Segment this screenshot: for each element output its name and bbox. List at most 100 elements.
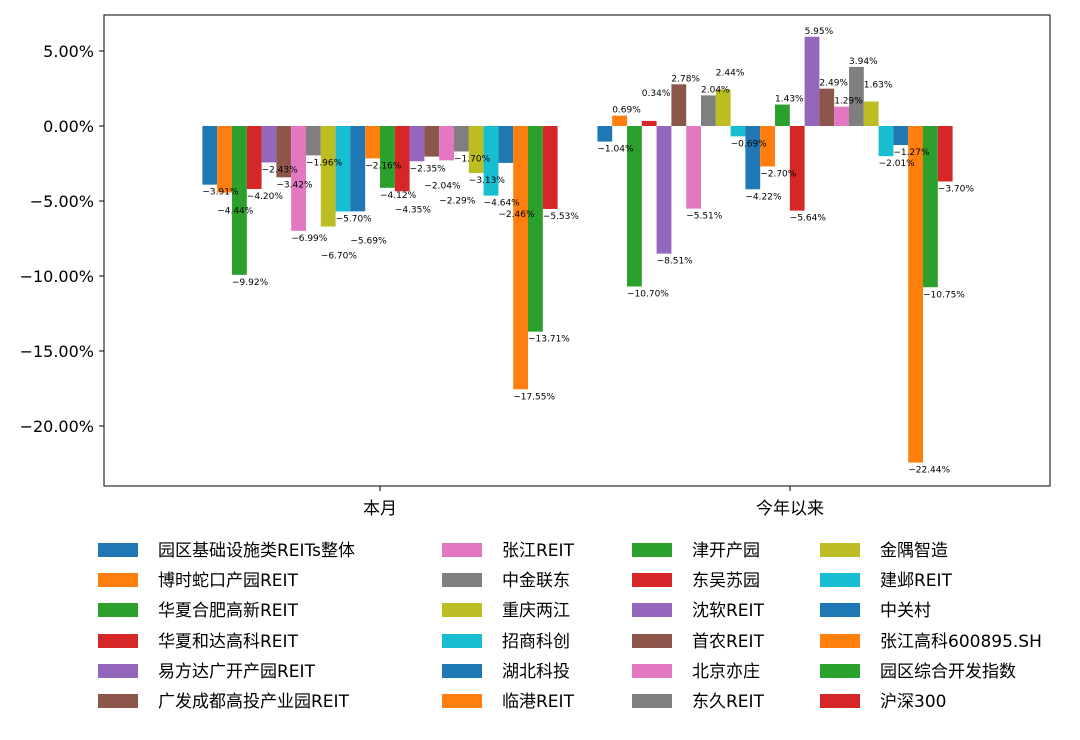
bar [671,84,687,126]
legend-swatch [98,573,138,587]
data-label: −4.35% [395,205,432,215]
y-tick-label: 5.00% [43,42,94,61]
legend-label: 湖北科投 [502,662,570,682]
data-label: 5.95% [805,27,834,37]
data-label: −4.12% [380,191,417,201]
bar [804,36,820,126]
data-label: −8.51% [657,257,694,267]
data-label: −2.43% [262,165,299,175]
bar [261,126,277,163]
data-label: 2.49% [819,79,848,89]
bar [365,126,380,159]
data-label: −2.29% [439,196,476,206]
y-tick-label: −5.00% [30,192,94,211]
data-label: −5.70% [336,215,373,225]
bar [528,126,543,332]
data-label: −3.13% [469,176,506,186]
bar [641,120,657,126]
bar [863,101,879,126]
data-labels-layer: −3.91% −1.04% −4.44% 0.69% −9.92% −10.70% −4.2… [202,27,974,476]
legend-swatch [820,543,860,557]
legend-label: 东吴苏园 [692,571,760,591]
legend-swatch [632,634,672,648]
legend-swatch [98,694,138,708]
bar [468,126,484,173]
legend-swatch [820,694,860,708]
legend-label: 园区基础设施类REITs整体 [158,541,355,561]
data-label: 0.34% [642,89,671,99]
data-label: −5.53% [543,212,580,222]
bar [760,126,775,167]
legend-label: 中关村 [880,601,931,621]
bar [775,104,790,126]
legend-label: 津开产园 [692,541,760,561]
bars-layer [202,36,953,463]
legend-label: 广发成都高投产业园REIT [158,692,350,712]
x-tick-label: 今年以来 [756,499,824,519]
x-tick-label: 本月 [363,499,397,519]
legend-swatch [820,664,860,678]
data-label: −10.75% [923,290,965,300]
bar [849,66,864,126]
bar [424,126,440,157]
bar [232,126,247,275]
bar [730,126,746,137]
bar [246,126,262,189]
legend-swatch [820,603,860,617]
legend-swatch [442,694,482,708]
bar [715,89,731,126]
data-label: −4.20% [247,192,284,202]
legend-label: 易方达广开产园REIT [158,662,316,682]
legend-swatch [632,603,672,617]
data-label: −3.91% [202,188,239,198]
data-label: −2.04% [424,182,461,192]
bar [498,126,514,163]
data-label: −1.27% [893,148,930,158]
legend-swatch [632,573,672,587]
y-tick-label: −10.00% [20,267,94,286]
bar [380,126,395,188]
legend-swatch [632,664,672,678]
bar [819,88,835,126]
data-label: −3.42% [276,180,313,190]
bar [923,126,938,288]
data-label: 3.94% [849,57,878,67]
data-label: −2.70% [760,170,797,180]
bar [745,126,761,190]
bar [513,126,528,390]
bar [335,126,351,212]
data-label: −4.44% [217,207,254,217]
legend-swatch [442,573,482,587]
data-label: −17.55% [513,392,555,402]
data-label: −2.35% [410,164,447,174]
data-label: −5.69% [350,236,387,246]
data-label: −2.01% [879,159,916,169]
legend-swatch [820,573,860,587]
legend-swatch [820,634,860,648]
bar [483,126,499,196]
bar [217,126,232,193]
data-label: −9.92% [232,278,269,288]
bar [439,126,454,161]
legend-label: 首农REIT [692,632,765,652]
bar [202,126,218,185]
data-label: 0.69% [612,106,641,116]
legend-label: 园区综合开发指数 [880,662,1016,682]
legend-swatch [98,603,138,617]
bar [394,126,410,192]
legend-label: 张江高科600895.SH [880,632,1042,652]
bar [627,126,642,287]
legend-label: 建邺REIT [880,571,953,591]
data-label: 2.04% [701,85,730,95]
data-label: −2.16% [365,161,402,171]
bar [542,126,558,209]
bar [701,95,716,126]
legend-label: 临港REIT [502,692,575,712]
legend-swatch [632,543,672,557]
bar [878,126,894,157]
data-label: −0.69% [731,139,768,149]
data-label: 2.44% [716,68,745,78]
data-label: −6.99% [291,234,328,244]
plot-frame [103,14,1051,487]
